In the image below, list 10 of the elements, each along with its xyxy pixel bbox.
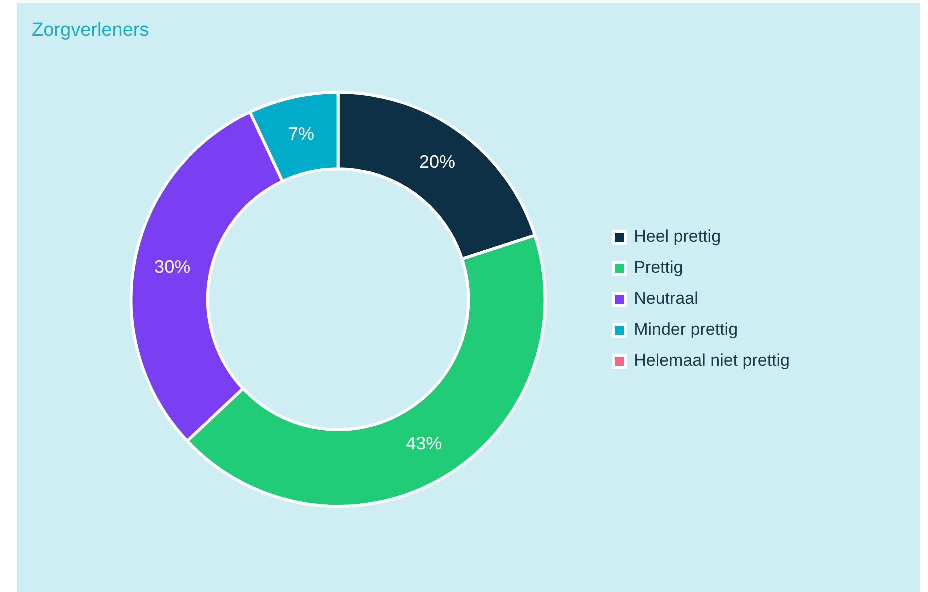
data-label: 7% — [288, 124, 314, 144]
legend-label: Helemaal niet prettig — [634, 351, 790, 370]
legend-label: Neutraal — [634, 289, 698, 308]
legend-label: Heel prettig — [634, 227, 722, 246]
data-label: 20% — [419, 152, 456, 172]
legend-label: Minder prettig — [634, 320, 738, 340]
data-label: 43% — [406, 434, 442, 454]
data-label: 30% — [154, 256, 191, 277]
legend-label: Prettig — [634, 258, 684, 278]
chart-title: Zorgverleners — [32, 20, 150, 42]
